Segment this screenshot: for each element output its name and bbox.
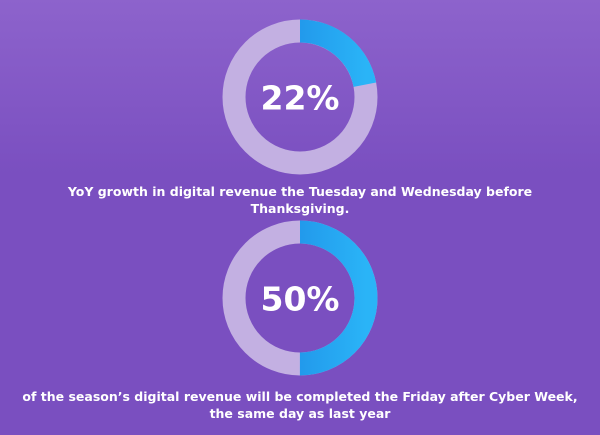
caption: of the season’s digital revenue will be … [22,389,578,421]
caption: YoY growth in digital revenue the Tuesda… [67,184,533,216]
donut-arc [222,19,378,175]
center-label: 22% [261,79,340,118]
center-label: 50% [261,280,340,319]
donut-arc [222,220,378,376]
